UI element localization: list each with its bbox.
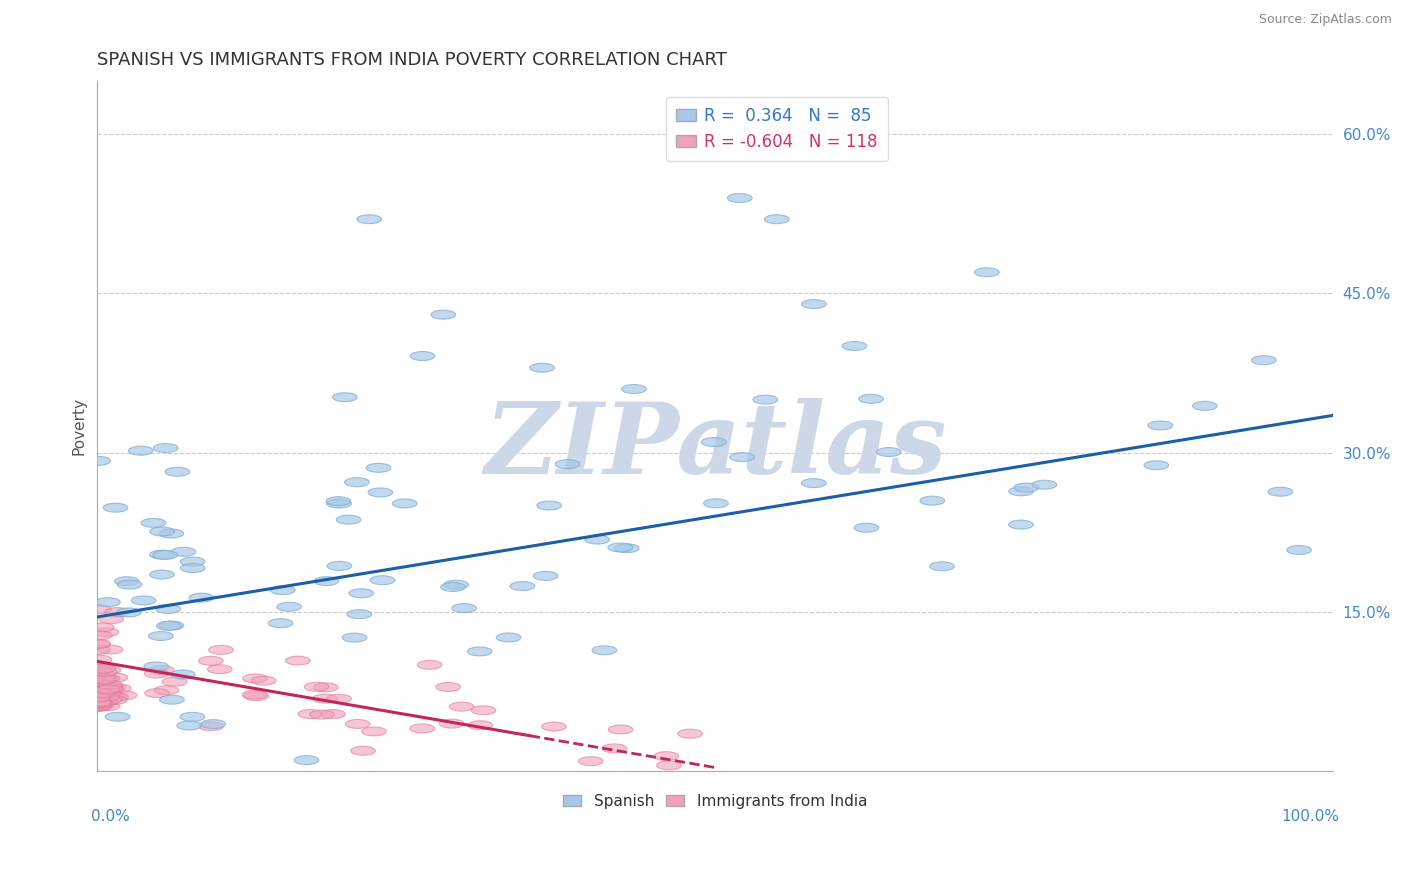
Legend: Spanish, Immigrants from India: Spanish, Immigrants from India bbox=[557, 788, 873, 814]
Text: Source: ZipAtlas.com: Source: ZipAtlas.com bbox=[1258, 13, 1392, 27]
Y-axis label: Poverty: Poverty bbox=[72, 397, 86, 455]
Text: 100.0%: 100.0% bbox=[1281, 809, 1339, 823]
Text: SPANISH VS IMMIGRANTS FROM INDIA POVERTY CORRELATION CHART: SPANISH VS IMMIGRANTS FROM INDIA POVERTY… bbox=[97, 51, 727, 69]
Text: 0.0%: 0.0% bbox=[91, 809, 129, 823]
Text: ZIPatlas: ZIPatlas bbox=[484, 399, 946, 495]
